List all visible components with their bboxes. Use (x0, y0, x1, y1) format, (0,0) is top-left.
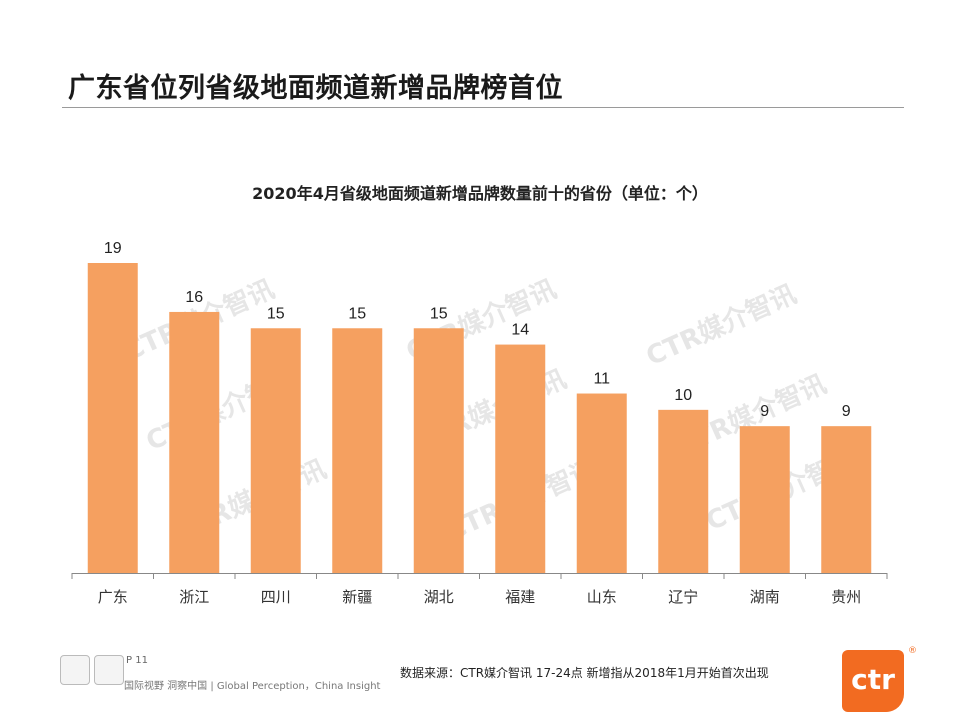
x-tick-label: 广东 (98, 588, 128, 606)
x-tick-label: 浙江 (179, 588, 209, 606)
footer-slogan: 国际视野 洞察中国 | Global Perception，China Insi… (124, 681, 381, 692)
x-tick-label: 辽宁 (668, 588, 698, 606)
data-label: 15 (348, 305, 366, 322)
x-tick-label: 湖北 (424, 588, 454, 606)
bar-3 (250, 328, 301, 573)
bar-7 (576, 393, 627, 573)
bar-1 (87, 263, 138, 573)
data-label: 9 (842, 403, 851, 420)
ukas-badge-icon (94, 655, 124, 685)
data-label: 19 (104, 240, 122, 257)
data-label: 11 (593, 371, 610, 388)
bar-6 (495, 344, 546, 573)
data-label: 15 (430, 305, 448, 322)
x-tick-label: 湖南 (750, 588, 780, 606)
chart-title: 2020年4月省级地面频道新增品牌数量前十的省份（单位：个） (252, 184, 708, 203)
data-label: 10 (674, 387, 692, 404)
x-tick-label: 新疆 (342, 588, 372, 606)
x-tick-label: 贵州 (831, 588, 861, 606)
data-label: 9 (760, 403, 769, 420)
x-tick-label: 四川 (261, 588, 291, 606)
bar-5 (413, 328, 464, 573)
page-title: 广东省位列省级地面频道新增品牌榜首位 (68, 73, 563, 104)
data-source-note: 数据来源：CTR媒介智讯 17-24点 新增指从2018年1月开始首次出现 (400, 666, 769, 680)
data-label: 15 (267, 305, 285, 322)
ctr-logo: ctr (842, 650, 904, 712)
data-label: 16 (185, 289, 203, 306)
registered-mark: ® (908, 646, 917, 656)
bar-8 (658, 409, 709, 573)
x-tick-label: 福建 (505, 588, 535, 606)
data-label: 14 (511, 322, 529, 339)
title-divider (62, 107, 904, 108)
bar-4 (332, 328, 383, 573)
bar-2 (169, 311, 220, 573)
page-number: P 11 (126, 655, 148, 666)
bar-10 (821, 426, 872, 573)
x-tick-label: 山东 (587, 588, 617, 606)
bar-9 (739, 426, 790, 573)
sgs-badge-icon (60, 655, 90, 685)
